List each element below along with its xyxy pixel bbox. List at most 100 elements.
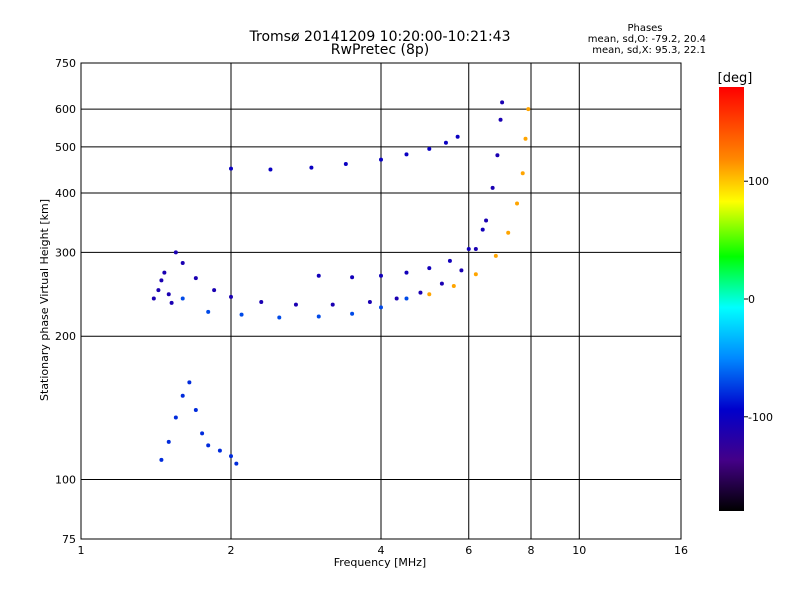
plot-frame	[80, 62, 682, 540]
data-point	[473, 272, 478, 277]
data-point	[427, 266, 432, 271]
data-point	[200, 431, 205, 436]
y-tick-label: 600	[55, 103, 76, 116]
data-point	[493, 253, 498, 258]
x-tick-label: 10	[572, 544, 586, 557]
data-point	[229, 166, 233, 171]
data-point	[427, 146, 432, 151]
data-point	[526, 107, 531, 112]
data-point	[316, 273, 321, 278]
data-point	[451, 284, 456, 289]
data-point	[193, 407, 198, 412]
data-point	[180, 261, 185, 266]
data-point	[239, 312, 244, 317]
data-point	[166, 439, 171, 444]
x-tick-label: 8	[528, 544, 535, 557]
data-point	[379, 273, 383, 278]
colorbar-ticks: 100 0 -100	[744, 175, 773, 424]
colorbar-label: [deg]	[718, 71, 753, 86]
data-point	[495, 153, 500, 158]
x-tick-label: 16	[674, 544, 688, 557]
y-axis-ticks: 75 100 200 300 400 500 600 750	[55, 57, 76, 546]
data-point	[293, 302, 298, 307]
data-point	[156, 288, 161, 293]
y-tick-label: 500	[55, 141, 76, 154]
data-point	[484, 218, 489, 223]
data-point	[379, 157, 383, 162]
data-point	[343, 162, 348, 167]
data-point	[490, 185, 495, 190]
phase-stats-title: Phases	[627, 23, 662, 34]
data-point	[217, 448, 222, 453]
y-tick-label: 400	[55, 187, 76, 200]
data-point	[180, 393, 185, 398]
data-point	[394, 296, 399, 301]
data-point	[206, 309, 211, 314]
data-point	[379, 305, 383, 310]
data-point	[234, 461, 239, 466]
colorbar-tick-label: 100	[748, 175, 769, 188]
data-point	[173, 415, 178, 420]
x-tick-label: 6	[465, 544, 472, 557]
data-point	[193, 276, 198, 281]
data-point	[212, 288, 217, 293]
scatter-points	[151, 100, 531, 466]
data-point	[480, 227, 485, 232]
phase-stats-o: mean, sd,O: -79.2, 20.4	[588, 34, 706, 45]
data-point	[229, 294, 233, 299]
data-point	[443, 140, 448, 145]
data-point	[162, 270, 167, 275]
colorbar	[719, 87, 744, 511]
x-tick-label: 2	[228, 544, 235, 557]
grid-lines	[81, 63, 681, 539]
y-axis-label: Stationary phase Virtual Height [km]	[38, 199, 51, 401]
data-point	[309, 165, 314, 170]
chart-title: Tromsø 20141209 10:20:00-10:21:43	[249, 29, 511, 45]
data-point	[259, 300, 264, 305]
data-point	[439, 281, 444, 286]
x-axis-label: Frequency [MHz]	[334, 556, 426, 569]
data-point	[206, 443, 211, 448]
data-point	[159, 457, 164, 462]
chart-subtitle: RwPretec (8p)	[331, 42, 429, 58]
data-point	[277, 315, 282, 320]
data-point	[187, 380, 192, 385]
data-point	[350, 311, 355, 316]
data-point	[367, 300, 372, 305]
data-point	[180, 296, 185, 301]
data-point	[459, 268, 464, 273]
data-point	[404, 152, 409, 157]
phase-stats-x: mean, sd,X: 95.3, 22.1	[592, 45, 706, 56]
data-point	[427, 292, 432, 297]
data-point	[404, 270, 409, 275]
data-point	[229, 454, 233, 459]
data-point	[159, 278, 164, 283]
data-point	[455, 134, 460, 139]
data-point	[330, 302, 335, 307]
data-point	[169, 300, 174, 305]
data-point	[166, 292, 171, 297]
data-point	[520, 171, 525, 176]
data-point	[151, 296, 156, 301]
y-tick-label: 100	[55, 474, 76, 487]
data-point	[523, 136, 528, 141]
colorbar-tick-label: 0	[748, 293, 755, 306]
x-tick-label: 4	[378, 544, 385, 557]
y-tick-label: 750	[55, 57, 76, 70]
data-point	[316, 314, 321, 319]
data-point	[173, 250, 178, 255]
data-point	[473, 247, 478, 252]
x-tick-label: 1	[78, 544, 85, 557]
y-tick-label: 200	[55, 330, 76, 343]
x-axis-ticks: 1 2 4 6 8 10 16	[78, 544, 689, 557]
data-point	[506, 230, 511, 235]
data-point	[498, 117, 503, 122]
data-point	[515, 201, 520, 206]
data-point	[404, 296, 409, 301]
data-point	[500, 100, 505, 105]
data-point	[268, 167, 273, 172]
data-point	[466, 247, 471, 252]
data-point	[447, 258, 452, 263]
colorbar-tick-label: -100	[748, 411, 773, 424]
